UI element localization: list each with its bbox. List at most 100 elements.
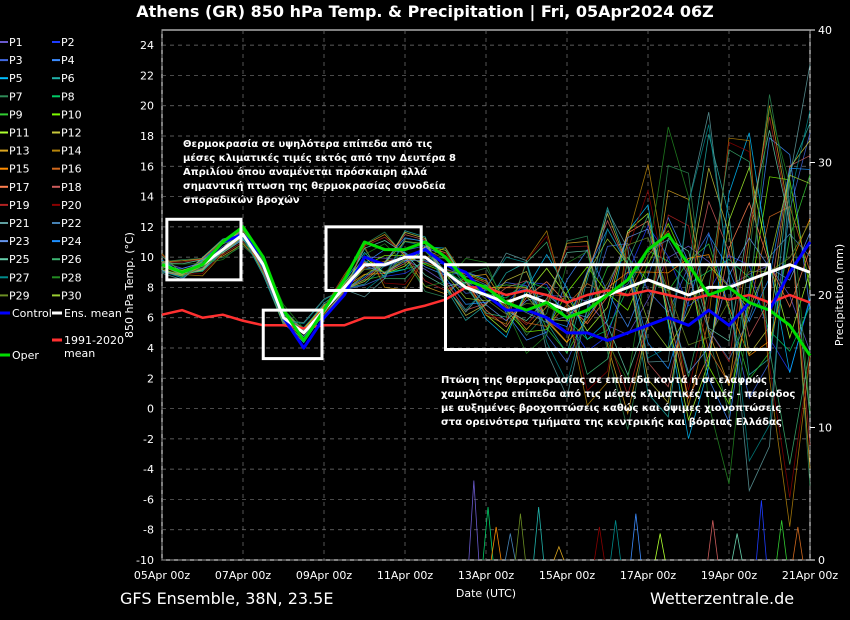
x-tick-label: 05Apr 00z	[134, 569, 191, 582]
legend-label: P14	[61, 145, 82, 158]
precip-spike	[482, 506, 494, 561]
y-tick-label: -10	[136, 554, 154, 567]
y-tick-label: 8	[147, 281, 154, 294]
precip-spike	[792, 526, 804, 561]
precip-spike	[468, 480, 480, 561]
legend-label: mean	[64, 347, 95, 360]
annotation-text: Πτώση της θερμοκρασίας σε επίπεδα κοντά …	[441, 374, 767, 386]
source-credit: Wetterzentrale.de	[650, 589, 795, 608]
annotation-text: σποραδικών βροχών	[183, 194, 300, 206]
precip-spike	[776, 520, 788, 561]
annotation-text: με αυξημένες βροχοπτώσεις καθώς και όψιμ…	[441, 402, 781, 414]
y-tick-label: 16	[140, 160, 154, 173]
precip-spike	[533, 506, 545, 561]
annotation-text: στα ορεινότερα τμήματα της κεντρικής και…	[441, 416, 782, 428]
precip-spike	[756, 500, 767, 561]
x-tick-label: 09Apr 00z	[296, 569, 353, 582]
x-tick-label: 11Apr 00z	[377, 569, 434, 582]
y-tick-label: -6	[143, 493, 154, 506]
precip-spike	[630, 513, 642, 561]
x-tick-label: 17Apr 00z	[620, 569, 677, 582]
legend-label: P8	[61, 90, 75, 103]
precip-spike	[610, 520, 621, 561]
y2-tick-label: 20	[818, 289, 832, 302]
annotation-text: σημαντική πτωση της θερμοκρασίας συνοδεί…	[183, 180, 446, 192]
highlight-box	[261, 308, 324, 361]
precip-spike	[504, 533, 516, 561]
legend-label: P21	[9, 217, 30, 230]
x-tick-label: 07Apr 00z	[215, 569, 272, 582]
legend-label: P10	[61, 108, 82, 121]
chart-title: Athens (GR) 850 hPa Temp. & Precipitatio…	[136, 2, 714, 21]
x-tick-label: 13Apr 00z	[458, 569, 515, 582]
legend-label: P24	[61, 235, 82, 248]
series-line-p18	[161, 155, 811, 388]
legend-label: P18	[61, 181, 82, 194]
y-tick-label: 2	[147, 372, 154, 385]
legend-label: P20	[61, 199, 82, 212]
legend-label: P13	[9, 145, 30, 158]
legend-label: P6	[61, 72, 75, 85]
y-tick-label: 24	[140, 39, 154, 52]
legend-label: P30	[61, 289, 82, 302]
series-line-ens-mean	[161, 232, 811, 335]
legend-label: P28	[61, 271, 82, 284]
precip-spike	[654, 533, 666, 561]
annotation-text: χαμηλότερα επίπεδα από τις μέσες κλιματι…	[441, 388, 795, 400]
y2-tick-label: 0	[818, 554, 825, 567]
legend-label: P26	[61, 253, 82, 266]
annotation-text: Απριλίου όπου αναμένεται πρόσκαιρη αλλά	[183, 166, 427, 178]
precip-spike	[707, 520, 719, 561]
legend-label: P9	[9, 108, 23, 121]
x-tick-label: 21Apr 00z	[782, 569, 839, 582]
legend-label: P27	[9, 271, 30, 284]
legend-label: P2	[61, 36, 75, 49]
legend-label: P23	[9, 235, 30, 248]
legend-label: P12	[61, 127, 82, 140]
legend-label: P19	[9, 199, 30, 212]
y2-tick-label: 40	[818, 24, 832, 37]
legend-label: 1991-2020	[64, 334, 124, 347]
y-tick-label: -8	[143, 524, 154, 537]
model-info: GFS Ensemble, 38N, 23.5E	[120, 589, 334, 608]
precip-spike	[490, 526, 502, 561]
y2-tick-label: 10	[818, 422, 832, 435]
x-axis-label: Date (UTC)	[456, 587, 516, 600]
highlight-box	[444, 263, 771, 352]
highlight-box	[165, 217, 243, 282]
y-tick-label: 6	[147, 312, 154, 325]
legend-label: P5	[9, 72, 23, 85]
legend-label: P11	[9, 127, 30, 140]
y-tick-label: -2	[143, 433, 154, 446]
precip-spike	[731, 533, 743, 561]
y2-axis-label: Precipitation (mm)	[833, 244, 846, 346]
legend-label: P1	[9, 36, 23, 49]
series-line-oper	[161, 225, 812, 357]
y2-tick-label: 30	[818, 157, 832, 170]
y-axis-label: 850 hPa Temp. (°C)	[123, 232, 136, 338]
y-tick-label: 4	[147, 342, 154, 355]
y-tick-label: -4	[143, 463, 154, 476]
annotation-text: Θερμοκρασία σε υψηλότερα επίπεδα από τις	[183, 138, 432, 150]
precip-spike	[515, 513, 526, 561]
precip-spike	[594, 526, 605, 561]
highlight-box	[324, 225, 423, 292]
y-tick-label: 20	[140, 100, 154, 113]
legend-label: P3	[9, 54, 23, 67]
legend-label: Control	[12, 307, 52, 320]
legend-label: Ens. mean	[64, 307, 122, 320]
legend-label: Oper	[12, 349, 39, 362]
annotation-text: μέσες κλιματικές τιμές εκτός από την Δευ…	[183, 152, 456, 164]
y-tick-label: 22	[140, 69, 154, 82]
legend-label: P25	[9, 253, 30, 266]
x-tick-label: 19Apr 00z	[701, 569, 758, 582]
y-tick-label: 18	[140, 130, 154, 143]
legend-label: P16	[61, 163, 82, 176]
x-tick-label: 15Apr 00z	[539, 569, 596, 582]
y-tick-label: 12	[140, 221, 154, 234]
y-tick-label: 14	[140, 191, 154, 204]
precip-spike	[553, 545, 565, 561]
legend-label: P4	[61, 54, 75, 67]
legend-label: P29	[9, 289, 30, 302]
